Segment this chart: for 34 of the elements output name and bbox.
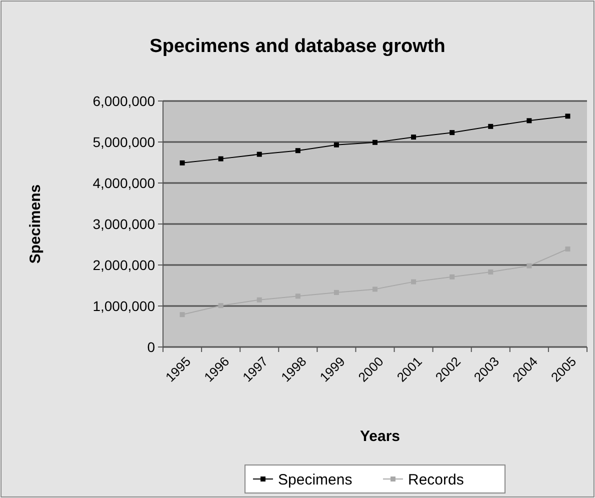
point: [372, 286, 378, 292]
chart-title: Specimens and database growth: [150, 36, 446, 57]
point: [295, 294, 300, 299]
point: [180, 160, 185, 166]
point: [565, 246, 570, 252]
point: [180, 312, 185, 318]
x-axis-title: Years: [360, 428, 400, 445]
y-tick-label: 4,000,000: [92, 174, 156, 191]
point: [256, 297, 262, 302]
point: [526, 263, 532, 268]
y-axis-title: Specimens: [27, 184, 44, 264]
point: [218, 303, 224, 308]
point: [295, 148, 300, 154]
y-tick-label: 0: [147, 338, 156, 355]
point: [411, 279, 416, 284]
point: [488, 124, 494, 129]
y-tick-label: 2,000,000: [92, 256, 156, 273]
point: [526, 118, 532, 124]
y-tick-label: 5,000,000: [92, 134, 156, 150]
y-tick-label: 6,000,000: [92, 92, 156, 109]
point: [450, 274, 455, 280]
legend-label: Records: [408, 471, 464, 488]
point: [218, 156, 224, 162]
y-tick-label: 1,000,000: [92, 298, 156, 314]
point: [411, 134, 416, 140]
legend-label: Specimens: [278, 471, 352, 488]
point: [450, 130, 455, 136]
point: [334, 142, 339, 148]
point: [256, 152, 262, 157]
y-tick-label: 3,000,000: [92, 216, 156, 232]
point: [488, 269, 494, 274]
point: [334, 290, 339, 295]
point: [565, 114, 570, 119]
point: [372, 140, 378, 145]
